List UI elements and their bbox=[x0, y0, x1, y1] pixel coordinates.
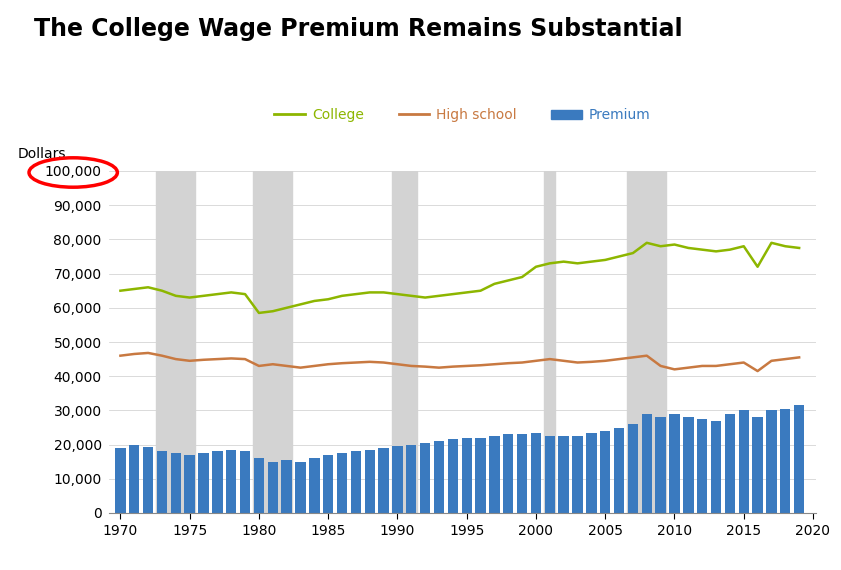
Bar bbox=[627, 424, 638, 513]
Bar bbox=[586, 433, 596, 513]
Bar bbox=[573, 436, 583, 513]
Bar bbox=[711, 421, 722, 513]
Bar bbox=[337, 453, 347, 513]
Bar bbox=[475, 438, 486, 513]
Bar bbox=[226, 450, 236, 513]
Bar bbox=[254, 458, 264, 513]
Bar bbox=[517, 434, 527, 513]
Bar bbox=[198, 453, 209, 513]
Bar bbox=[351, 451, 361, 513]
Legend: College, High school, Premium: College, High school, Premium bbox=[269, 103, 656, 128]
Bar bbox=[545, 436, 555, 513]
Bar bbox=[323, 455, 333, 513]
Bar bbox=[392, 171, 417, 513]
Bar bbox=[766, 410, 776, 513]
Bar bbox=[171, 453, 181, 513]
Bar bbox=[489, 436, 500, 513]
Bar bbox=[420, 443, 431, 513]
Bar bbox=[794, 405, 804, 513]
Bar bbox=[309, 458, 320, 513]
Bar bbox=[212, 451, 223, 513]
Bar bbox=[143, 447, 153, 513]
Bar bbox=[462, 438, 472, 513]
Bar bbox=[378, 448, 389, 513]
Text: Dollars: Dollars bbox=[18, 146, 66, 161]
Bar bbox=[295, 462, 305, 513]
Bar bbox=[655, 417, 666, 513]
Bar bbox=[669, 414, 680, 513]
Bar bbox=[282, 460, 292, 513]
Bar bbox=[683, 417, 694, 513]
Bar bbox=[392, 446, 403, 513]
Bar bbox=[697, 419, 707, 513]
Bar bbox=[406, 445, 416, 513]
Bar bbox=[531, 433, 541, 513]
Bar bbox=[115, 448, 125, 513]
Bar bbox=[447, 439, 458, 513]
Bar bbox=[738, 410, 749, 513]
Bar bbox=[614, 428, 624, 513]
Bar bbox=[753, 417, 763, 513]
Bar bbox=[129, 445, 140, 513]
Bar bbox=[503, 434, 514, 513]
Bar bbox=[184, 455, 195, 513]
Bar bbox=[780, 409, 791, 513]
Bar bbox=[364, 450, 375, 513]
Bar bbox=[156, 171, 195, 513]
Bar bbox=[558, 436, 569, 513]
Bar bbox=[642, 414, 652, 513]
Bar bbox=[544, 171, 555, 513]
Bar bbox=[627, 171, 666, 513]
Text: The College Wage Premium Remains Substantial: The College Wage Premium Remains Substan… bbox=[34, 17, 682, 41]
Bar bbox=[253, 171, 292, 513]
Bar bbox=[156, 451, 167, 513]
Bar bbox=[600, 431, 611, 513]
Bar bbox=[240, 451, 251, 513]
Bar bbox=[725, 414, 735, 513]
Bar bbox=[267, 462, 278, 513]
Bar bbox=[434, 441, 444, 513]
